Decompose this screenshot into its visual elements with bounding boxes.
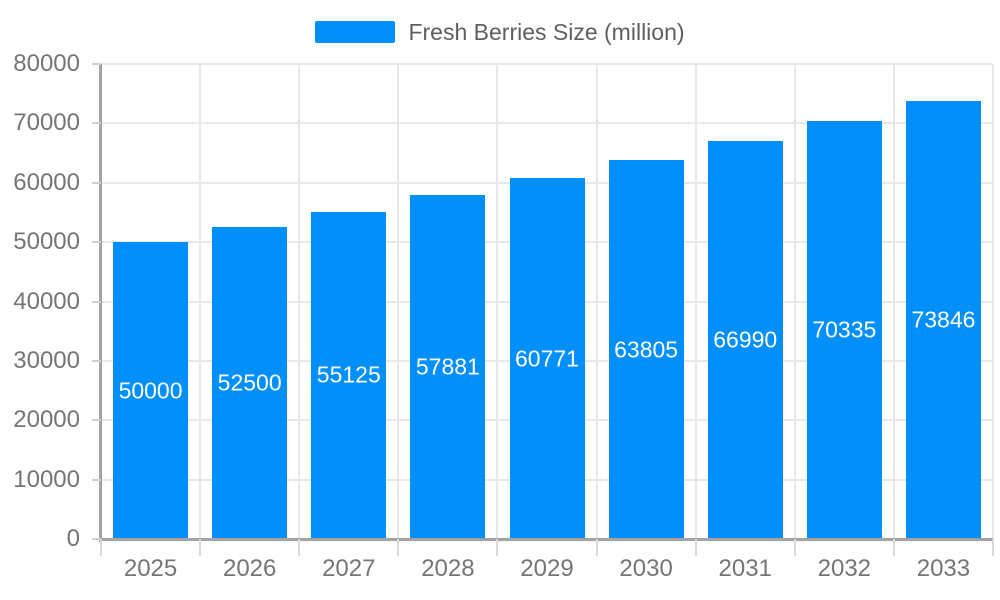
v-gridline <box>199 64 202 539</box>
bar: 55125 <box>311 211 387 539</box>
h-gridline <box>101 122 993 125</box>
y-axis-tick <box>92 181 101 184</box>
bar-value-label: 52500 <box>217 369 282 396</box>
x-axis-category-label: 2026 <box>222 555 277 582</box>
bar: 70335 <box>806 121 882 539</box>
x-axis-tick <box>694 539 697 556</box>
y-axis-tick <box>92 478 101 481</box>
v-gridline <box>892 64 895 539</box>
v-gridline <box>793 64 796 539</box>
y-axis-tick-label: 20000 <box>13 406 80 434</box>
bar: 57881 <box>410 195 486 539</box>
x-axis-tick <box>100 539 102 556</box>
bar: 60771 <box>509 178 585 539</box>
y-axis-tick <box>92 63 101 65</box>
bar-value-label: 70335 <box>812 316 877 343</box>
legend-label: Fresh Berries Size (million) <box>408 19 685 45</box>
bar-value-label: 66990 <box>713 326 778 353</box>
y-axis-tick-label: 50000 <box>13 228 80 256</box>
x-axis-category-label: 2031 <box>718 555 772 582</box>
legend-swatch <box>315 21 396 43</box>
bar: 66990 <box>707 141 783 539</box>
bar: 63805 <box>608 160 684 539</box>
bar-value-label: 73846 <box>911 306 976 333</box>
x-axis-category-label: 2030 <box>619 555 673 582</box>
y-axis-tick-label: 10000 <box>13 465 80 493</box>
y-axis-tick-label: 80000 <box>13 50 80 77</box>
bar: 52500 <box>212 227 288 539</box>
x-axis-category-label: 2032 <box>817 555 872 582</box>
x-axis-tick <box>298 539 301 556</box>
y-axis-tick-label: 0 <box>66 525 80 552</box>
x-axis-category-label: 2029 <box>520 555 574 582</box>
x-axis-category-label: 2025 <box>123 555 178 582</box>
v-gridline <box>298 64 301 539</box>
y-axis-tick <box>92 419 101 422</box>
y-axis-tick-label: 30000 <box>13 346 80 374</box>
y-axis-tick <box>92 538 101 540</box>
v-gridline <box>397 64 400 539</box>
x-axis-category-label: 2027 <box>322 555 376 582</box>
y-axis-tick-label: 70000 <box>13 109 80 137</box>
legend-item[interactable]: Fresh Berries Size (million) <box>0 19 1000 45</box>
y-axis-tick <box>92 241 101 244</box>
v-gridline <box>694 64 697 539</box>
x-axis-tick <box>199 539 202 556</box>
v-gridline <box>595 64 598 539</box>
x-axis-category-label: 2033 <box>916 555 971 582</box>
x-axis-tick <box>595 539 598 556</box>
bar-value-label: 57881 <box>415 353 480 380</box>
x-axis-tick <box>892 539 895 556</box>
bar: 50000 <box>113 242 189 539</box>
y-axis-tick <box>92 359 101 362</box>
bar-value-label: 50000 <box>118 377 183 404</box>
plot-area: 50000 52500 55125 57881 60771 63805 66990 70335… <box>101 63 994 539</box>
x-axis-line <box>99 538 993 541</box>
x-axis-tick <box>992 539 994 556</box>
v-gridline <box>496 64 499 539</box>
v-gridline <box>992 64 994 539</box>
x-axis-tick <box>397 539 400 556</box>
x-axis-tick <box>793 539 796 556</box>
bar-value-label: 55125 <box>316 361 381 388</box>
h-gridline <box>101 63 993 65</box>
y-axis-tick <box>92 122 101 125</box>
x-axis-tick <box>496 539 499 556</box>
x-axis-category-label: 2028 <box>421 555 475 582</box>
bar: 73846 <box>905 100 981 539</box>
y-axis-line <box>99 64 102 542</box>
y-axis-tick-label: 60000 <box>13 168 80 196</box>
bar-value-label: 63805 <box>614 336 679 363</box>
y-axis-tick <box>92 300 101 303</box>
y-axis-tick-label: 40000 <box>13 287 80 315</box>
bar-value-label: 60771 <box>515 345 579 372</box>
